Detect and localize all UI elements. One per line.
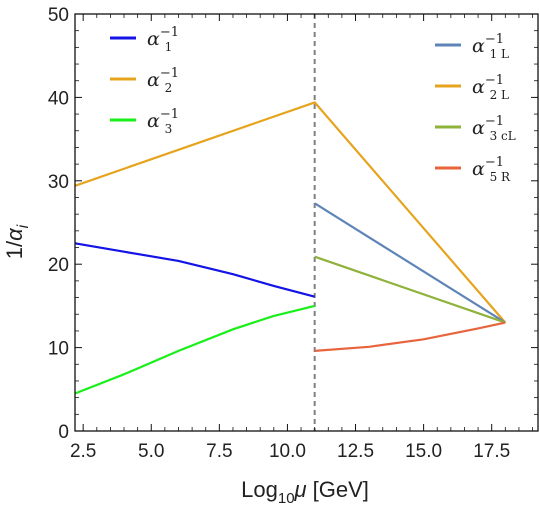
plot-frame [74,13,539,432]
legend-label: α−1 2 [147,66,179,95]
series-line-7 [314,321,506,352]
series-line-4 [314,202,506,324]
y-tick-label: 50 [48,5,69,26]
legend-entry-4: α−1 1 L [435,32,509,61]
y-tick-label: 30 [48,172,69,193]
legend-label: α−1 5 R [472,155,511,184]
legend-entry-1: α−1 1 [110,25,179,54]
legend-entry-3: α−1 3 [110,107,179,136]
series-line-2 [74,101,507,324]
legend-label: α−1 3 cL [472,114,516,143]
y-axis-title: 1/αi [2,224,32,259]
series-line-6 [314,255,506,324]
legend-entry-7: α−1 5 R [435,155,511,184]
x-tick-label: 17.5 [473,441,510,462]
plot-area [74,14,507,431]
x-tick-label: 12.5 [337,441,374,462]
ticks: 2.5 5.0 7.5 10.0 12.5 15.0 17.5 0 10 20 30 40 50 [48,5,538,462]
series-line-3 [74,304,315,395]
legend-entry-2: α−1 2 [110,66,179,95]
legend: α−1 1 α−1 2 α−1 3 α−1 1 L α−1 2 L α−1 3 cL α−1 5 R [110,25,516,184]
legend-entry-5: α−1 2 L [435,73,509,102]
y-tick-label: 20 [48,255,69,276]
x-tick-label: 2.5 [70,441,96,462]
legend-label: α−1 2 L [472,73,509,102]
legend-label: α−1 3 [147,107,179,136]
legend-label: α−1 1 [147,25,179,54]
x-tick-label: 15.0 [405,441,442,462]
x-tick-label: 10.0 [269,441,306,462]
x-tick-label: 5.0 [138,441,164,462]
axes [74,13,539,432]
legend-label: α−1 1 L [472,32,509,61]
x-axis-title: Log10μ [GeV] [241,477,369,507]
y-tick-label: 10 [48,339,69,360]
legend-entry-6: α−1 3 cL [435,114,516,143]
x-tick-label: 7.5 [206,441,232,462]
y-tick-label: 0 [58,422,69,443]
series-line-1 [74,242,315,298]
y-tick-label: 40 [48,88,69,109]
